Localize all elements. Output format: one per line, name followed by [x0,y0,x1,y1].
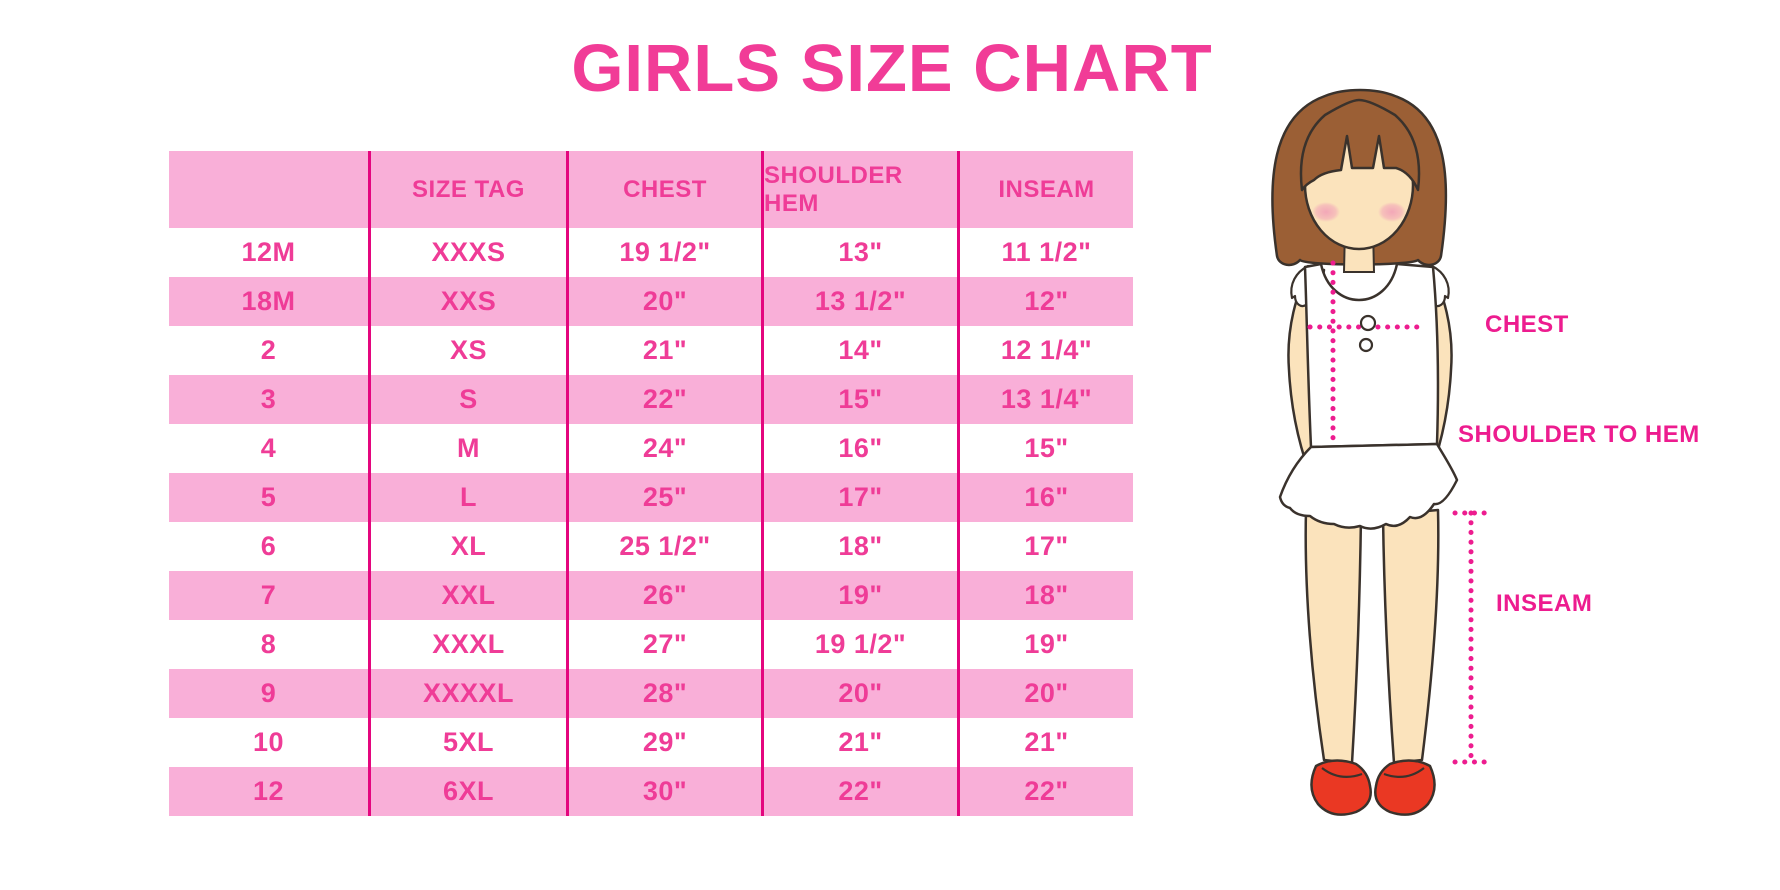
inseam-label: INSEAM [1496,590,1593,617]
table-row: 5 L 25" 17" 16" [169,473,1133,522]
table-row: 10 5XL 29" 21" 21" [169,718,1133,767]
shoulder-hem-cell: 19" [761,571,957,620]
skirt-ruffle [1278,442,1459,530]
size-tag-cell: XL [368,522,566,571]
shoe-right-strap [1383,767,1425,779]
size-tag-cell: XXS [368,277,566,326]
size-cell: 5 [260,482,277,512]
size-tag-cell: XS [368,326,566,375]
shoulder-hem-cell: 22" [761,767,957,816]
chest-cell: 27" [566,620,761,669]
size-cell: 9 [260,678,277,708]
inseam-cell: 11 1/2" [957,228,1133,277]
size-tag-cell: L [368,473,566,522]
shoe-left [1310,759,1372,816]
inseam-cell: 20" [957,669,1133,718]
inseam-cell: 18" [957,571,1133,620]
inseam-cell: 19" [957,620,1133,669]
chest-cell: 25 1/2" [566,522,761,571]
size-cell: 6 [260,531,277,561]
chest-cell: 20" [566,277,761,326]
header-cell-shoulder-hem: SHOULDER HEM [761,151,957,228]
table-header-row: SIZE TAG CHEST SHOULDER HEM INSEAM [169,151,1133,228]
chest-cell: 30" [566,767,761,816]
shoe-left-strap [1321,767,1363,779]
inseam-cell: 17" [957,522,1133,571]
size-cell: 12 [252,776,285,806]
table-row: 8 XXXL 27" 19 1/2" 19" [169,620,1133,669]
shoulder-hem-cell: 16" [761,424,957,473]
chest-cell: 21" [566,326,761,375]
size-tag-cell: 5XL [368,718,566,767]
size-tag-cell: XXL [368,571,566,620]
blush-left [1312,202,1340,222]
chest-label: CHEST [1485,311,1569,338]
inseam-cell: 13 1/4" [957,375,1133,424]
shoulder-hem-cell: 14" [761,326,957,375]
size-tag-cell: XXXL [368,620,566,669]
table-row: 4 M 24" 16" 15" [169,424,1133,473]
table-row: 9 XXXXL 28" 20" 20" [169,669,1133,718]
size-cell: 3 [260,384,277,414]
inseam-cell: 22" [957,767,1133,816]
size-tag-cell: XXXXL [368,669,566,718]
hair-bangs [1299,98,1421,192]
shoulder-hem-cell: 13 1/2" [761,277,957,326]
page-title: GIRLS SIZE CHART [571,31,1213,106]
size-cell: 18M [241,286,296,316]
size-tag-cell: S [368,375,566,424]
top-button-2 [1358,337,1374,353]
size-cell: 7 [260,580,277,610]
shoulder-hem-cell: 18" [761,522,957,571]
shoulder-to-hem-label: SHOULDER TO HEM [1458,421,1700,448]
top-bodice [1303,262,1440,449]
table-row: 12 6XL 30" 22" 22" [169,767,1133,816]
size-cell: 10 [252,727,285,757]
chest-cell: 19 1/2" [566,228,761,277]
girl-illustration [1271,88,1491,816]
size-tag-cell: M [368,424,566,473]
shoulder-hem-cell: 17" [761,473,957,522]
size-tag-cell: 6XL [368,767,566,816]
table-row: 7 XXL 26" 19" 18" [169,571,1133,620]
table-row: 18M XXS 20" 13 1/2" 12" [169,277,1133,326]
header-cell-inseam: INSEAM [957,151,1133,228]
top-button-1 [1359,314,1377,332]
shoe-right [1374,759,1436,816]
inseam-cell: 12" [957,277,1133,326]
chest-cell: 24" [566,424,761,473]
chest-cell: 22" [566,375,761,424]
shoulder-hem-cell: 20" [761,669,957,718]
inseam-cell: 15" [957,424,1133,473]
leg-right [1381,508,1440,765]
table-row: 6 XL 25 1/2" 18" 17" [169,522,1133,571]
size-cell: 2 [260,335,277,365]
shoulder-hem-cell: 13" [761,228,957,277]
size-cell: 12M [241,237,296,267]
shoulder-hem-cell: 21" [761,718,957,767]
header-cell-size-tag: SIZE TAG [368,151,566,228]
inseam-cell: 21" [957,718,1133,767]
size-cell: 4 [260,433,277,463]
shoulder-hem-cell: 15" [761,375,957,424]
size-chart-table: SIZE TAG CHEST SHOULDER HEM INSEAM 12M X… [169,151,1133,816]
header-cell-chest: CHEST [566,151,761,228]
leg-left [1304,508,1363,765]
inseam-cell: 12 1/4" [957,326,1133,375]
table-row: 3 S 22" 15" 13 1/4" [169,375,1133,424]
header-cell-blank [169,151,368,228]
chest-cell: 29" [566,718,761,767]
table-row: 12M XXXS 19 1/2" 13" 11 1/2" [169,228,1133,277]
shoulder-hem-cell: 19 1/2" [761,620,957,669]
inseam-cell: 16" [957,473,1133,522]
table-row: 2 XS 21" 14" 12 1/4" [169,326,1133,375]
chest-cell: 28" [566,669,761,718]
chest-cell: 26" [566,571,761,620]
chest-cell: 25" [566,473,761,522]
size-cell: 8 [260,629,277,659]
blush-right [1378,202,1406,222]
size-tag-cell: XXXS [368,228,566,277]
